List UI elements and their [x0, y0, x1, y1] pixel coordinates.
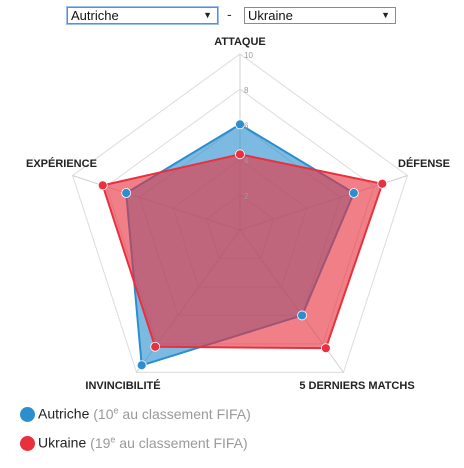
- legend-item-ukraine[interactable]: Ukraine (19e au classement FIFA): [20, 434, 248, 452]
- legend-fifa-rank: (19e au classement FIFA): [90, 434, 248, 451]
- team-left-select[interactable]: Autriche ▼: [67, 7, 218, 24]
- data-point: [121, 188, 132, 198]
- data-point: [297, 310, 307, 321]
- legend-fifa-rank: (10e au classement FIFA): [93, 405, 251, 422]
- selector-separator: -: [227, 6, 232, 22]
- data-point: [235, 119, 245, 130]
- filled-circle-icon: [20, 406, 35, 422]
- tick-label: 10: [244, 51, 253, 60]
- data-point: [377, 178, 388, 189]
- tick-label: 6: [244, 121, 249, 130]
- data-point: [348, 188, 359, 198]
- tick-label: 4: [244, 157, 249, 166]
- axis-label: 5 DERNIERS MATCHS: [299, 380, 414, 392]
- tick-label: 8: [244, 86, 249, 95]
- data-point: [235, 149, 245, 160]
- dropdown-arrow-icon: ▼: [381, 10, 390, 20]
- axis-label: EXPÉRIENCE: [26, 157, 97, 170]
- radar-labels: 2 4 6 8 10 ATTAQUE DÉFENSE 5 DERNIERS MATCHS INV…: [26, 36, 450, 392]
- dropdown-arrow-icon: ▼: [203, 10, 212, 20]
- data-point: [150, 341, 161, 352]
- tick-label: 2: [244, 192, 249, 201]
- radar-series: [97, 119, 388, 371]
- axis-label: ATTAQUE: [214, 36, 266, 48]
- filled-circle-icon: [20, 435, 35, 451]
- data-point: [97, 180, 108, 191]
- axis-label: DÉFENSE: [398, 157, 450, 170]
- data-point: [320, 343, 331, 354]
- legend-item-autriche[interactable]: Autriche (10e au classement FIFA): [20, 405, 251, 423]
- radar-chart: 2 4 6 8 10 ATTAQUE DÉFENSE 5 DERNIERS MATCHS INV…: [26, 36, 450, 392]
- team-right-value: Ukraine: [248, 8, 293, 23]
- team-right-select[interactable]: Ukraine ▼: [244, 7, 396, 24]
- data-point: [136, 360, 147, 371]
- series-area: [101, 153, 384, 350]
- team-left-value: Autriche: [71, 8, 119, 23]
- axis-label: INVINCIBILITÉ: [85, 379, 160, 392]
- grid-ring: [72, 53, 408, 373]
- legend-team-name: Ukraine: [38, 434, 87, 451]
- legend-team-name: Autriche: [38, 405, 90, 422]
